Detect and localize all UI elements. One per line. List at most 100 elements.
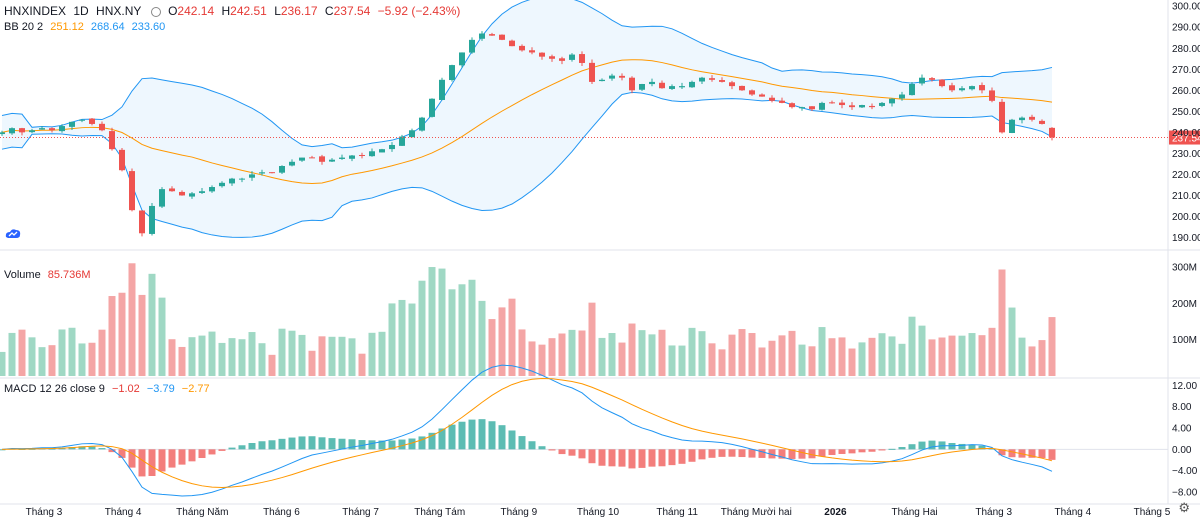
- bollinger-legend[interactable]: BB 20 2 251.12 268.64 233.60: [4, 21, 169, 33]
- candle-body: [1029, 116, 1035, 120]
- volume-bar: [18, 329, 26, 376]
- candle-body: [249, 174, 255, 178]
- candle-body: [749, 90, 755, 95]
- volume-bar: [0, 351, 6, 376]
- volume-legend[interactable]: Volume 85.736M: [4, 269, 95, 281]
- macd-histogram-bar: [208, 449, 216, 455]
- volume-bar: [478, 300, 486, 376]
- macd-histogram-bar: [228, 447, 236, 450]
- macd-histogram-bar: [298, 436, 306, 450]
- candle-body: [499, 34, 505, 40]
- tradingview-logo-icon[interactable]: [4, 226, 22, 240]
- candle-body: [799, 107, 805, 109]
- candle: [1009, 118, 1015, 134]
- volume-bar: [708, 343, 716, 376]
- candle: [969, 85, 975, 91]
- candle-body: [199, 191, 205, 193]
- time-axis-tick: Tháng Tám: [414, 507, 465, 518]
- macd-histogram-bar: [248, 443, 256, 450]
- time-axis-tick: Tháng 5: [1134, 507, 1171, 518]
- volume-bar: [568, 329, 576, 376]
- candle: [899, 91, 905, 101]
- candle: [599, 78, 605, 82]
- candle-body: [699, 77, 705, 82]
- candle: [439, 77, 445, 101]
- macd-histogram-bar: [548, 449, 556, 451]
- candle: [219, 181, 225, 188]
- candle-body: [889, 98, 895, 104]
- volume-axis-tick: 200M: [1172, 299, 1197, 310]
- candle-body: [69, 121, 75, 127]
- price-axis-tick: 230.00: [1172, 149, 1200, 160]
- volume-bar: [8, 332, 16, 376]
- candle-body: [989, 90, 995, 101]
- volume-bar: [888, 336, 896, 376]
- ohlc-c: C237.54: [324, 4, 371, 18]
- candle-body: [449, 65, 455, 81]
- candle: [919, 74, 925, 86]
- price-axis-tick: 260.00: [1172, 86, 1200, 97]
- volume-value: 85.736M: [47, 269, 91, 281]
- macd-histogram-bar: [908, 444, 916, 450]
- visibility-icon[interactable]: [150, 6, 161, 17]
- macd-axis-tick: 12.00: [1172, 381, 1197, 392]
- candle-body: [329, 159, 335, 162]
- candle: [269, 172, 275, 174]
- volume-bar: [828, 338, 836, 376]
- candle: [869, 103, 875, 110]
- volume-bar: [348, 338, 356, 376]
- candle-body: [319, 156, 325, 162]
- candle-body: [169, 188, 175, 192]
- candle: [339, 154, 345, 160]
- macd-legend[interactable]: MACD 12 26 close 9 −1.02 −3.79 −2.77: [4, 383, 214, 395]
- volume-bar: [248, 332, 256, 376]
- time-axis-tick: Tháng 9: [501, 507, 538, 518]
- candle-body: [819, 102, 825, 110]
- settings-gear-icon[interactable]: ⚙: [1178, 500, 1190, 515]
- candle: [989, 87, 995, 103]
- macd-histogram-bar: [598, 449, 606, 466]
- candle: [999, 98, 1005, 134]
- candle: [149, 202, 155, 236]
- candle: [509, 39, 515, 47]
- candle-body: [569, 54, 575, 60]
- candle-body: [779, 100, 785, 103]
- candle-body: [739, 85, 745, 91]
- candle-body: [689, 81, 695, 88]
- macd-histogram-bar: [278, 438, 286, 450]
- volume-bar: [368, 332, 376, 376]
- volume-bar: [908, 316, 916, 376]
- macd-histogram-bar: [438, 428, 446, 450]
- volume-bar: [218, 342, 226, 376]
- candle: [489, 32, 495, 36]
- candle-body: [9, 128, 15, 134]
- volume-bar: [468, 279, 476, 376]
- volume-bar: [1048, 317, 1056, 376]
- macd-histogram-bar: [1028, 449, 1036, 458]
- volume-bar: [758, 347, 766, 376]
- interval[interactable]: 1D: [73, 4, 89, 18]
- volume-bar: [98, 329, 106, 376]
- candle-body: [729, 82, 735, 87]
- candle-body: [1009, 119, 1015, 133]
- volume-axis-tick: 300M: [1172, 262, 1197, 273]
- macd-histogram-bar: [418, 436, 426, 450]
- candle-body: [379, 149, 385, 153]
- macd-histogram-bar: [748, 449, 756, 458]
- candle: [559, 56, 565, 65]
- price-axis-tick: 280.00: [1172, 44, 1200, 55]
- candle-body: [549, 56, 555, 59]
- candle-body: [19, 128, 25, 133]
- volume-bar: [148, 273, 156, 376]
- volume-bar: [38, 347, 46, 376]
- volume-bar: [398, 299, 406, 376]
- candlestick-series: [0, 31, 1168, 237]
- volume-bar: [898, 343, 906, 376]
- candle-body: [409, 130, 415, 138]
- candle: [419, 116, 425, 132]
- symbol-name[interactable]: HNXINDEX: [4, 4, 67, 18]
- volume-bar: [208, 331, 216, 376]
- candle: [209, 185, 215, 193]
- candle: [699, 76, 705, 84]
